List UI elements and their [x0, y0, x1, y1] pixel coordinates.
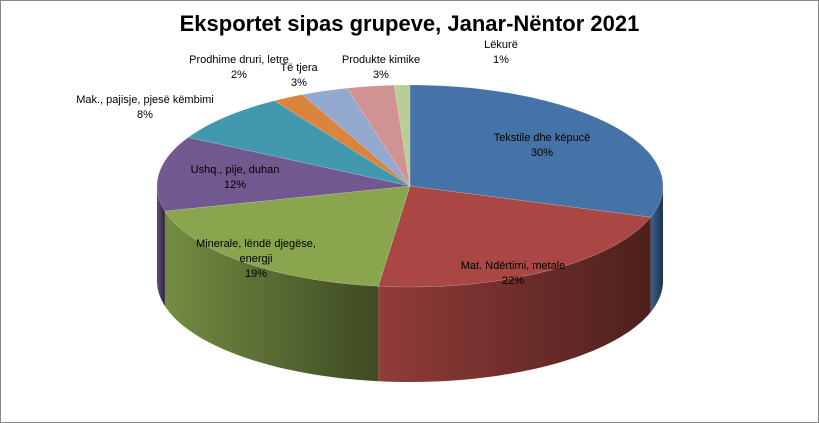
- slice-label: Të tjera: [280, 62, 318, 74]
- data-label-6: Të tjera 3%: [280, 61, 317, 91]
- slice-value: 8%: [137, 109, 153, 121]
- pie-side-3: [157, 186, 165, 307]
- pie-slice-0: [409, 84, 664, 218]
- slice-label: Tekstile dhe këpucë: [493, 132, 591, 144]
- slice-value: 30%: [530, 147, 554, 159]
- data-label-8: Lëkurë 1%: [484, 38, 518, 68]
- slice-label: Ushq., pije, duhan: [190, 164, 280, 176]
- pie-side-2: [164, 211, 379, 382]
- slice-value: 3%: [291, 77, 307, 89]
- slice-value: 2%: [231, 69, 247, 81]
- slice-value: 3%: [373, 69, 389, 81]
- data-label-1: Mat. Ndërtimi, metale 22%: [461, 259, 566, 289]
- slice-label: Lëkurë: [484, 39, 518, 51]
- slice-value: 12%: [223, 179, 247, 191]
- pie-slice-5: [273, 94, 411, 187]
- slice-value: 1%: [493, 54, 509, 66]
- data-label-3: Ushq., pije, duhan 12%: [191, 163, 280, 193]
- data-label-2: Minerale, lëndë djegëse, energji 19%: [181, 237, 331, 282]
- data-label-5: Prodhime druri, letre 2%: [189, 53, 289, 83]
- slice-label: Mak., pajisje, pjesë këmbimi: [76, 94, 214, 106]
- pie-side-1: [378, 217, 651, 382]
- pie-slice-7: [346, 84, 411, 187]
- data-label-4: Mak., pajisje, pjesë këmbimi 8%: [76, 93, 214, 123]
- pie-slice-4: [187, 100, 411, 187]
- pie-slice-1: [377, 185, 652, 288]
- pie-side-0: [650, 186, 663, 313]
- pie-slice-3: [156, 137, 411, 212]
- pie-slice-8: [393, 84, 411, 187]
- chart-title: Eksportet sipas grupeve, Janar-Nëntor 20…: [179, 11, 640, 36]
- data-label-0: Tekstile dhe këpucë 30%: [494, 131, 591, 161]
- slice-label: Prodhime druri, letre: [189, 54, 289, 66]
- slice-value: 22%: [501, 275, 525, 287]
- slice-label: Produkte kimike: [341, 54, 421, 66]
- pie-slice-6: [301, 87, 411, 187]
- slice-value: 19%: [244, 268, 268, 280]
- data-label-7: Produkte kimike 3%: [342, 53, 420, 83]
- slice-label: Mat. Ndërtimi, metale: [460, 260, 566, 272]
- pie-slice-2: [164, 185, 411, 287]
- slice-label: Minerale, lëndë djegëse, energji: [196, 238, 316, 265]
